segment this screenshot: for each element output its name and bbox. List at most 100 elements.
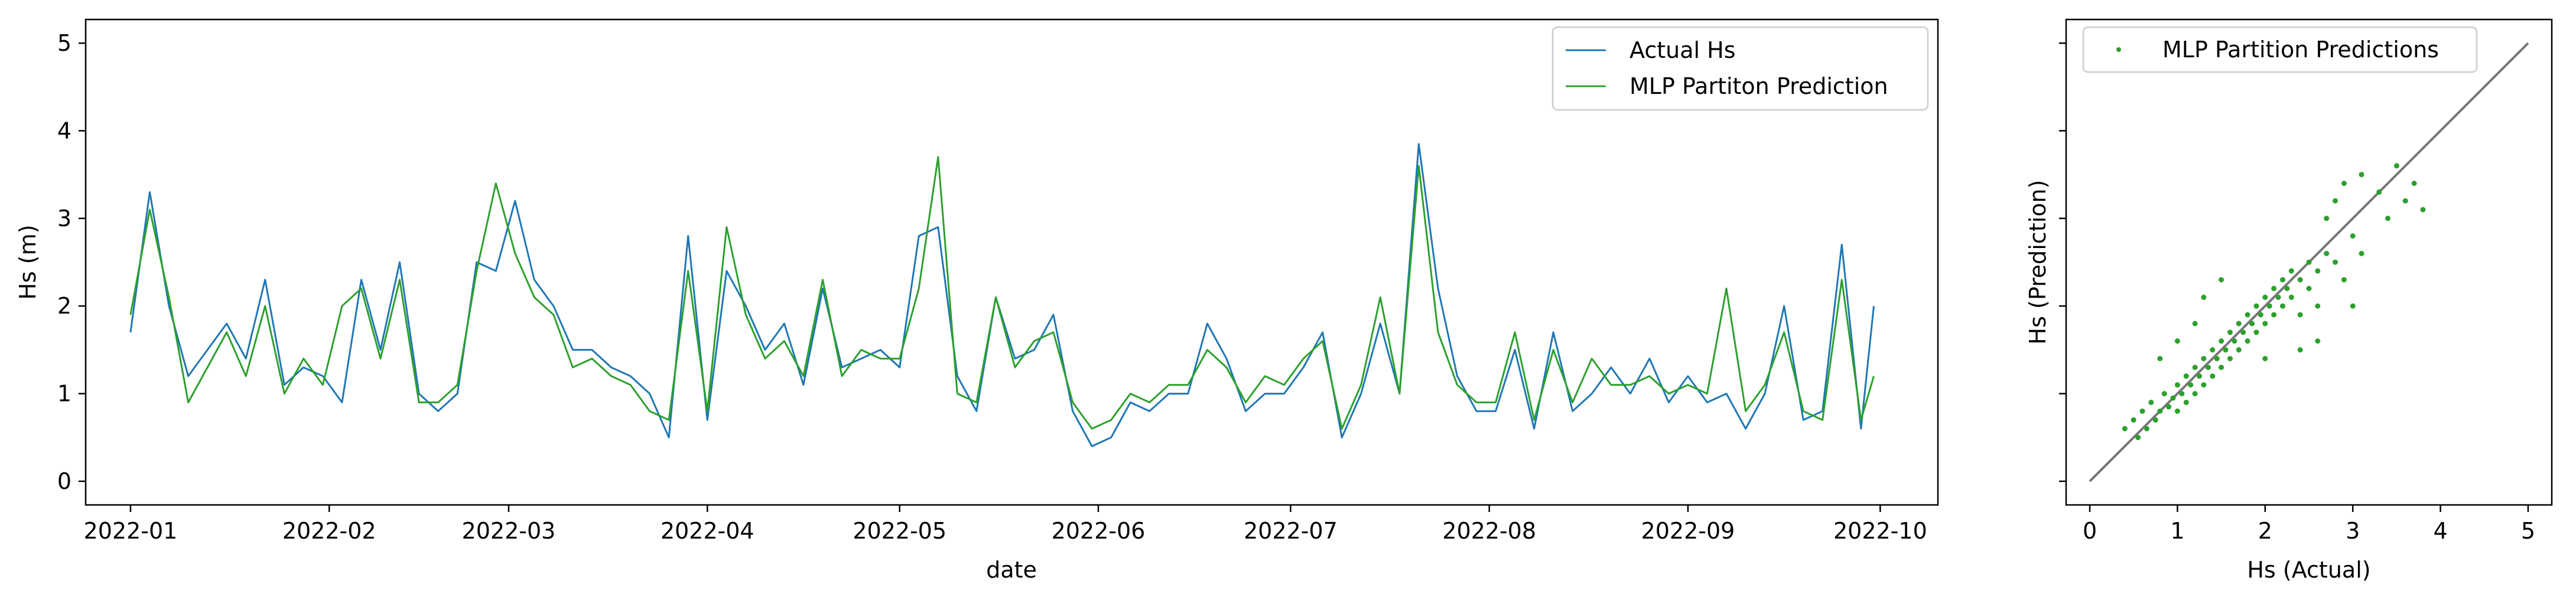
scatter-point-15 bbox=[2183, 399, 2189, 405]
scatter-point-67 bbox=[2376, 189, 2382, 195]
scatter-point-24 bbox=[2210, 373, 2216, 379]
scatter-point-56 bbox=[2315, 268, 2321, 274]
scatter-point-9 bbox=[2166, 404, 2172, 410]
scatter-point-0 bbox=[2122, 426, 2128, 432]
scatter-point-34 bbox=[2240, 330, 2246, 335]
scatter-point-68 bbox=[2385, 216, 2390, 221]
scatter-point-33 bbox=[2236, 347, 2242, 353]
scatter-point-55 bbox=[2306, 286, 2312, 291]
scatter-point-25 bbox=[2214, 356, 2220, 361]
scatter-point-49 bbox=[2284, 286, 2290, 291]
scatter-point-30 bbox=[2227, 356, 2233, 361]
scatter-point-44 bbox=[2271, 286, 2277, 291]
scatter-point-42 bbox=[2262, 321, 2268, 327]
scatter-point-18 bbox=[2192, 391, 2198, 397]
scatter-point-73 bbox=[2201, 294, 2207, 300]
ts-x-tick-label-1: 2022-02 bbox=[282, 518, 376, 544]
scatter-point-76 bbox=[2157, 356, 2163, 361]
scatter-plot-frame bbox=[2065, 18, 2553, 506]
scatter-point-16 bbox=[2188, 382, 2194, 388]
scatter-point-48 bbox=[2280, 303, 2285, 309]
legend-label-scatter: MLP Partition Predictions bbox=[2162, 37, 2439, 63]
ts-y-tick-label-2: 2 bbox=[57, 293, 71, 319]
legend-label-actual: Actual Hs bbox=[1629, 37, 1736, 63]
timeseries-y-ticks: 0 1 2 3 4 5 bbox=[57, 30, 86, 494]
scatter-point-36 bbox=[2245, 338, 2250, 344]
scatter-point-3 bbox=[2139, 408, 2145, 414]
scatter-point-65 bbox=[2359, 172, 2364, 178]
ts-x-tick-label-5: 2022-06 bbox=[1052, 518, 1146, 544]
scatter-point-66 bbox=[2359, 250, 2364, 256]
scatter-point-26 bbox=[2219, 338, 2224, 344]
timeseries-xlabel: date bbox=[986, 557, 1037, 583]
scatter-point-75 bbox=[2174, 338, 2180, 344]
ts-x-tick-label-7: 2022-08 bbox=[1442, 518, 1536, 544]
scatter-point-22 bbox=[2205, 364, 2211, 370]
ts-x-tick-label-3: 2022-04 bbox=[661, 518, 754, 544]
scatter-point-63 bbox=[2341, 277, 2347, 283]
ts-x-tick-label-6: 2022-07 bbox=[1244, 518, 1338, 544]
scatter-legend-box bbox=[2082, 26, 2478, 73]
sc-x-tick-label-4: 4 bbox=[2433, 518, 2447, 544]
scatter-point-57 bbox=[2315, 303, 2321, 309]
scatter-point-38 bbox=[2253, 303, 2259, 309]
scatter-point-8 bbox=[2161, 391, 2167, 397]
ts-x-tick-label-9: 2022-10 bbox=[1833, 518, 1927, 544]
scatter-point-1 bbox=[2131, 417, 2136, 423]
scatter-point-58 bbox=[2324, 250, 2330, 256]
scatter-point-12 bbox=[2174, 408, 2180, 414]
scatter-point-23 bbox=[2210, 347, 2216, 353]
scatter-point-10 bbox=[2170, 395, 2176, 401]
scatter-point-64 bbox=[2350, 233, 2356, 239]
scatter-point-72 bbox=[2420, 207, 2426, 213]
scatter-points bbox=[2122, 163, 2426, 441]
sc-x-tick-label-1: 1 bbox=[2170, 518, 2184, 544]
scatter-point-81 bbox=[2350, 303, 2356, 309]
scatter-point-17 bbox=[2192, 364, 2198, 370]
scatter-point-78 bbox=[2315, 338, 2321, 344]
scatter-ylabel: Hs (Prediction) bbox=[2025, 180, 2051, 345]
scatter-point-40 bbox=[2258, 312, 2263, 318]
scatter-point-19 bbox=[2197, 373, 2202, 379]
scatter-legend: MLP Partition Predictions bbox=[2082, 26, 2478, 73]
scatter-point-80 bbox=[2262, 356, 2268, 361]
timeseries-legend: Actual Hs MLP Partiton Prediction bbox=[1552, 26, 1929, 111]
scatter-point-52 bbox=[2297, 277, 2303, 283]
ts-y-tick-label-3: 3 bbox=[57, 206, 71, 231]
ts-x-tick-label-8: 2022-09 bbox=[1641, 518, 1735, 544]
scatter-point-62 bbox=[2341, 181, 2347, 186]
scatter-point-61 bbox=[2333, 198, 2338, 204]
scatter-point-37 bbox=[2249, 321, 2255, 327]
scatter-point-11 bbox=[2174, 382, 2180, 388]
ts-x-tick-label-4: 2022-05 bbox=[853, 518, 947, 544]
legend-label-prediction: MLP Partiton Prediction bbox=[1629, 73, 1888, 99]
scatter-point-45 bbox=[2271, 312, 2277, 318]
scatter-point-41 bbox=[2262, 294, 2268, 300]
scatter-point-51 bbox=[2288, 294, 2294, 300]
scatter-point-69 bbox=[2393, 163, 2399, 169]
timeseries-ylabel: Hs (m) bbox=[15, 224, 41, 299]
ts-y-tick-label-1: 1 bbox=[57, 381, 71, 407]
scatter-point-71 bbox=[2411, 181, 2417, 186]
ts-y-tick-label-4: 4 bbox=[57, 118, 71, 144]
sc-x-tick-label-2: 2 bbox=[2258, 518, 2272, 544]
scatter-point-2 bbox=[2135, 435, 2141, 441]
scatter-point-5 bbox=[2148, 399, 2154, 405]
scatter-point-29 bbox=[2227, 330, 2233, 335]
scatter-point-54 bbox=[2306, 259, 2312, 265]
scatter-point-31 bbox=[2232, 338, 2237, 344]
scatter-point-21 bbox=[2201, 382, 2207, 388]
scatter-point-27 bbox=[2219, 364, 2224, 370]
scatter-y-ticks bbox=[2059, 42, 2066, 482]
ts-series-line-0 bbox=[129, 143, 1875, 448]
scatter-point-32 bbox=[2236, 321, 2242, 327]
scatter-point-60 bbox=[2333, 259, 2338, 265]
scatter-xlabel: Hs (Actual) bbox=[2247, 557, 2370, 583]
ts-x-tick-label-2: 2022-03 bbox=[462, 518, 556, 544]
scatter-point-14 bbox=[2183, 373, 2189, 379]
scatter-x-ticks: 0 1 2 3 4 5 bbox=[2083, 505, 2535, 544]
scatter-point-7 bbox=[2157, 408, 2163, 414]
